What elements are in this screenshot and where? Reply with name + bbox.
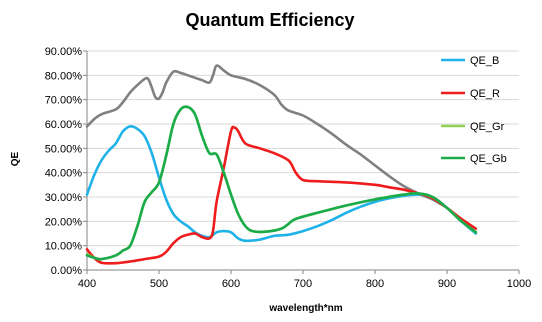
- x-tick-label: 1000: [507, 278, 531, 290]
- series-line-qe-b: [85, 125, 478, 243]
- tick-layer: 0.00% 10.00% 20.00% 30.00% 40.00% 50.00% 60.00…: [45, 46, 532, 290]
- x-tick-label: 800: [366, 278, 384, 290]
- x-tick-label: 400: [78, 278, 96, 290]
- y-tick-label: 10.00%: [45, 241, 83, 253]
- axes-layer: [83, 50, 520, 274]
- x-tick-label: 700: [294, 278, 312, 290]
- legend-label-qe-gr: QE_Gr: [470, 121, 505, 133]
- y-tick-label: 70.00%: [45, 95, 83, 107]
- y-tick-label: 50.00%: [45, 143, 83, 155]
- y-tick-label: 90.00%: [45, 46, 83, 58]
- series-line-qe-gb: [85, 105, 478, 261]
- y-tick-label: 60.00%: [45, 119, 83, 131]
- y-axis-title: QE: [10, 151, 21, 166]
- y-tick-label: 20.00%: [45, 216, 83, 228]
- x-tick-label: 900: [438, 278, 456, 290]
- legend-label-qe-b: QE_B: [470, 55, 499, 67]
- series-layer: [85, 64, 478, 265]
- legend: QE_B QE_R QE_Gr QE_Gb: [441, 55, 507, 165]
- y-tick-label: 0.00%: [51, 265, 82, 277]
- y-tick-label: 40.00%: [45, 168, 83, 180]
- x-tick-label: 500: [150, 278, 168, 290]
- series-line-qe-r: [85, 125, 478, 265]
- x-tick-label: 600: [222, 278, 240, 290]
- y-tick-label: 80.00%: [45, 70, 83, 82]
- legend-label-qe-gb: QE_Gb: [470, 153, 507, 165]
- chart-title: Quantum Efficiency: [185, 10, 354, 30]
- legend-label-qe-r: QE_R: [470, 88, 500, 100]
- y-tick-label: 30.00%: [45, 192, 83, 204]
- series-line-unlabeled: [85, 64, 478, 234]
- x-axis-title: wavelength*nm: [268, 303, 342, 314]
